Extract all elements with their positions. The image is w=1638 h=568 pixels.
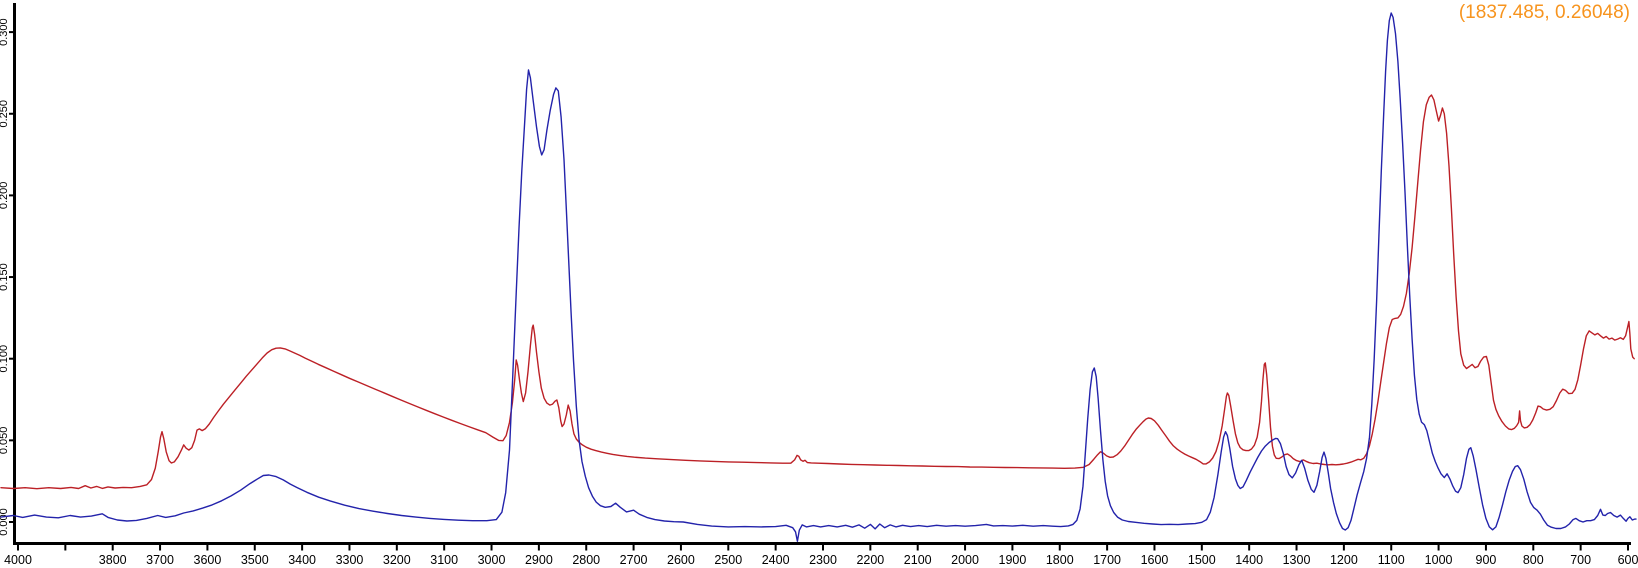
x-tick-label: 1000 — [1425, 553, 1453, 567]
x-tick-label: 3800 — [99, 553, 127, 567]
x-tick-label: 4000 — [4, 553, 32, 567]
blue-spectrum-trace[interactable] — [0, 12, 1637, 542]
x-tick-label: 1800 — [1046, 553, 1074, 567]
red-spectrum-trace[interactable] — [0, 94, 1635, 490]
x-tick-label: 2300 — [809, 553, 837, 567]
x-tick-label: 600 — [1618, 553, 1638, 567]
x-tick-label: 3200 — [383, 553, 411, 567]
x-tick-label: 2800 — [572, 553, 600, 567]
y-tick-label: 0.050 — [0, 427, 10, 455]
y-tick-label: 0.150 — [0, 263, 10, 291]
x-tick-label: 2600 — [667, 553, 695, 567]
x-tick-label: 3000 — [478, 553, 506, 567]
x-tick-label: 2900 — [525, 553, 553, 567]
y-tick-label: 0.100 — [0, 345, 10, 373]
x-tick-label: 2100 — [904, 553, 932, 567]
x-tick-label: 800 — [1523, 553, 1544, 567]
x-tick-label: 1900 — [999, 553, 1027, 567]
x-tick-label: 3100 — [430, 553, 458, 567]
x-tick-label: 3700 — [146, 553, 174, 567]
x-tick-label: 700 — [1570, 553, 1591, 567]
y-tick-label: 0.250 — [0, 100, 10, 128]
cursor-coordinates-readout: (1837.485, 0.26048) — [1458, 2, 1630, 23]
x-tick-label: 3400 — [288, 553, 316, 567]
x-tick-label: 1100 — [1378, 553, 1405, 567]
x-tick-label: 3600 — [194, 553, 222, 567]
x-tick-label: 3500 — [241, 553, 269, 567]
x-tick-label: 2500 — [714, 553, 742, 567]
x-tick-label: 3300 — [336, 553, 364, 567]
x-tick-label: 1700 — [1093, 553, 1121, 567]
y-tick-label: 0.000 — [0, 508, 10, 536]
x-tick-label: 1500 — [1188, 553, 1216, 567]
x-tick-label: 2700 — [620, 553, 648, 567]
y-tick-label: 0.200 — [0, 182, 10, 210]
x-tick-label: 2000 — [951, 553, 979, 567]
x-tick-label: 2200 — [856, 553, 884, 567]
x-tick-label: 1300 — [1283, 553, 1311, 567]
x-tick-label: 900 — [1476, 553, 1497, 567]
x-tick-label: 1600 — [1141, 553, 1169, 567]
y-tick-label: 0.300 — [0, 18, 10, 46]
x-tick-label: 2400 — [762, 553, 790, 567]
x-tick-label: 1400 — [1235, 553, 1263, 567]
x-tick-label: 1200 — [1330, 553, 1358, 567]
